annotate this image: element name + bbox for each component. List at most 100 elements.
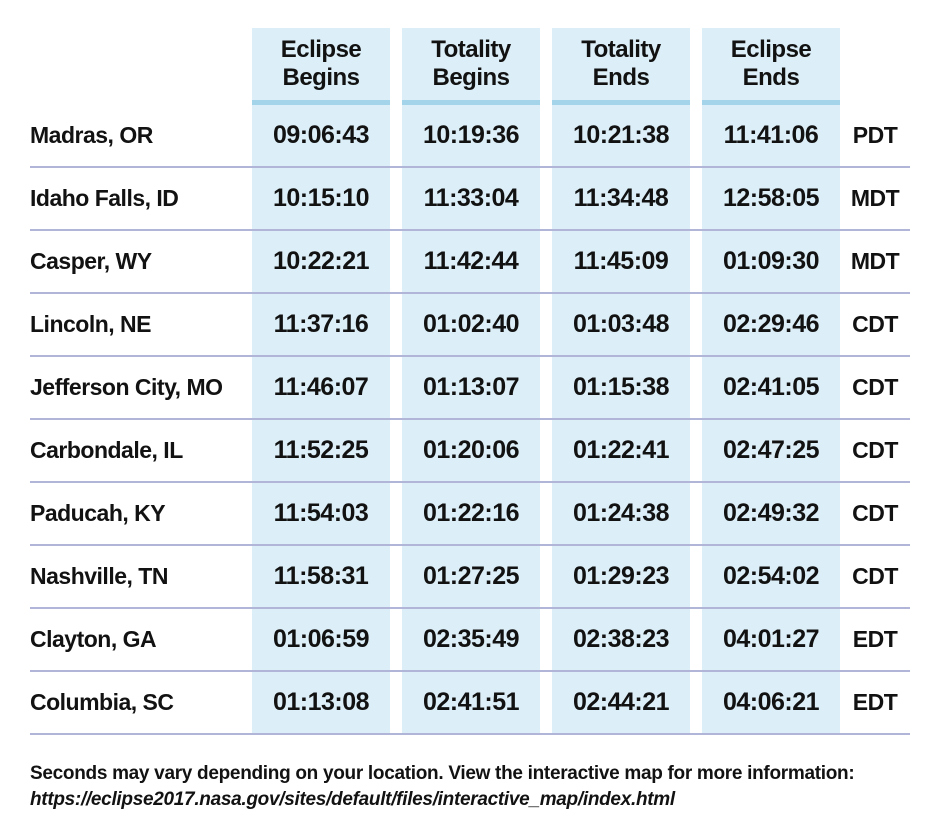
eclipse-times-page: Eclipse Begins Totality Begins Totality …	[30, 28, 910, 813]
totality-ends-value: 01:29:23	[572, 562, 670, 590]
city-label: Carbondale, IL	[30, 437, 183, 463]
city-cell: Lincoln, NE	[30, 294, 252, 355]
footer-url: https://eclipse2017.nasa.gov/sites/defau…	[30, 789, 675, 810]
timezone-cell: CDT	[840, 483, 910, 544]
city-cell: Paducah, KY	[30, 483, 252, 544]
table-row: Idaho Falls, ID 10:15:10 11:33:04 11:34:…	[30, 168, 910, 231]
eclipse-times-table: Eclipse Begins Totality Begins Totality …	[30, 28, 910, 735]
eclipse-begins-cell: 01:13:08	[252, 672, 390, 733]
city-label: Clayton, GA	[30, 626, 157, 652]
totality-begins-cell: 11:42:44	[402, 231, 540, 292]
eclipse-ends-value: 04:06:21	[722, 688, 820, 716]
table-row: Columbia, SC 01:13:08 02:41:51 02:44:21 …	[30, 672, 910, 735]
eclipse-begins-value: 10:15:10	[272, 184, 370, 212]
totality-begins-value: 01:27:25	[422, 562, 520, 590]
column-header-label: Eclipse Ends	[730, 36, 812, 91]
column-header-label: Eclipse Begins	[280, 36, 362, 91]
timezone-cell: CDT	[840, 294, 910, 355]
city-cell: Madras, OR	[30, 105, 252, 166]
eclipse-ends-value: 02:54:02	[722, 562, 820, 590]
totality-ends-value: 01:03:48	[572, 310, 670, 338]
totality-begins-cell: 01:22:16	[402, 483, 540, 544]
eclipse-begins-cell: 11:58:31	[252, 546, 390, 607]
timezone-label: PDT	[852, 122, 898, 148]
eclipse-begins-cell: 10:15:10	[252, 168, 390, 229]
totality-begins-cell: 11:33:04	[402, 168, 540, 229]
table-row: Jefferson City, MO 11:46:07 01:13:07 01:…	[30, 357, 910, 420]
eclipse-ends-value: 01:09:30	[722, 247, 820, 275]
eclipse-ends-value: 02:49:32	[722, 499, 820, 527]
totality-ends-value: 01:15:38	[572, 373, 670, 401]
eclipse-begins-value: 11:46:07	[273, 373, 369, 401]
eclipse-begins-cell: 11:46:07	[252, 357, 390, 418]
totality-ends-cell: 10:21:38	[552, 105, 690, 166]
timezone-label: CDT	[852, 311, 898, 337]
table-footer: Seconds may vary depending on your locat…	[30, 761, 910, 813]
column-header-label: Totality Ends	[581, 36, 661, 91]
totality-ends-cell: 01:15:38	[552, 357, 690, 418]
totality-ends-cell: 01:22:41	[552, 420, 690, 481]
eclipse-ends-value: 04:01:27	[722, 625, 820, 653]
timezone-cell: CDT	[840, 546, 910, 607]
totality-begins-cell: 01:02:40	[402, 294, 540, 355]
table-row: Carbondale, IL 11:52:25 01:20:06 01:22:4…	[30, 420, 910, 483]
eclipse-ends-cell: 04:06:21	[702, 672, 840, 733]
column-header-totality-ends: Totality Ends	[552, 28, 690, 105]
timezone-cell: PDT	[840, 105, 910, 166]
eclipse-begins-value: 11:37:16	[273, 310, 369, 338]
totality-begins-value: 01:13:07	[422, 373, 520, 401]
totality-ends-cell: 11:45:09	[552, 231, 690, 292]
eclipse-ends-cell: 02:29:46	[702, 294, 840, 355]
totality-ends-cell: 02:44:21	[552, 672, 690, 733]
table-row: Nashville, TN 11:58:31 01:27:25 01:29:23…	[30, 546, 910, 609]
timezone-cell: EDT	[840, 672, 910, 733]
eclipse-begins-cell: 11:37:16	[252, 294, 390, 355]
totality-ends-value: 01:22:41	[572, 436, 670, 464]
totality-begins-value: 02:35:49	[422, 625, 520, 653]
city-cell: Columbia, SC	[30, 672, 252, 733]
footer-note: Seconds may vary depending on your locat…	[30, 763, 855, 784]
totality-begins-value: 01:02:40	[422, 310, 520, 338]
timezone-label: EDT	[852, 626, 898, 652]
city-cell: Jefferson City, MO	[30, 357, 252, 418]
totality-begins-cell: 01:13:07	[402, 357, 540, 418]
totality-begins-cell: 10:19:36	[402, 105, 540, 166]
eclipse-begins-value: 09:06:43	[272, 121, 370, 149]
eclipse-begins-cell: 10:22:21	[252, 231, 390, 292]
eclipse-ends-value: 11:41:06	[723, 121, 819, 149]
totality-begins-value: 10:19:36	[422, 121, 520, 149]
totality-ends-cell: 11:34:48	[552, 168, 690, 229]
city-label: Madras, OR	[30, 122, 153, 148]
totality-ends-value: 02:38:23	[572, 625, 670, 653]
eclipse-begins-value: 11:54:03	[273, 499, 369, 527]
eclipse-begins-value: 10:22:21	[272, 247, 370, 275]
table-body: Madras, OR 09:06:43 10:19:36 10:21:38 11…	[30, 105, 910, 735]
totality-ends-value: 02:44:21	[572, 688, 670, 716]
eclipse-begins-cell: 01:06:59	[252, 609, 390, 670]
eclipse-begins-value: 01:06:59	[272, 625, 370, 653]
eclipse-ends-value: 02:29:46	[722, 310, 820, 338]
totality-begins-cell: 01:20:06	[402, 420, 540, 481]
table-row: Madras, OR 09:06:43 10:19:36 10:21:38 11…	[30, 105, 910, 168]
totality-begins-value: 02:41:51	[422, 688, 520, 716]
totality-ends-value: 11:45:09	[573, 247, 669, 275]
column-header-eclipse-ends: Eclipse Ends	[702, 28, 840, 105]
eclipse-ends-cell: 02:54:02	[702, 546, 840, 607]
totality-begins-cell: 02:35:49	[402, 609, 540, 670]
eclipse-ends-cell: 01:09:30	[702, 231, 840, 292]
eclipse-ends-value: 12:58:05	[722, 184, 820, 212]
timezone-label: CDT	[852, 563, 898, 589]
city-label: Paducah, KY	[30, 500, 166, 526]
eclipse-ends-cell: 04:01:27	[702, 609, 840, 670]
totality-ends-cell: 01:29:23	[552, 546, 690, 607]
column-header-totality-begins: Totality Begins	[402, 28, 540, 105]
city-label: Columbia, SC	[30, 689, 174, 715]
table-header-row: Eclipse Begins Totality Begins Totality …	[30, 28, 910, 105]
table-row: Lincoln, NE 11:37:16 01:02:40 01:03:48 0…	[30, 294, 910, 357]
totality-begins-cell: 02:41:51	[402, 672, 540, 733]
table-row: Clayton, GA 01:06:59 02:35:49 02:38:23 0…	[30, 609, 910, 672]
timezone-cell: EDT	[840, 609, 910, 670]
eclipse-begins-value: 11:52:25	[273, 436, 369, 464]
city-cell: Casper, WY	[30, 231, 252, 292]
city-label: Jefferson City, MO	[30, 374, 223, 400]
